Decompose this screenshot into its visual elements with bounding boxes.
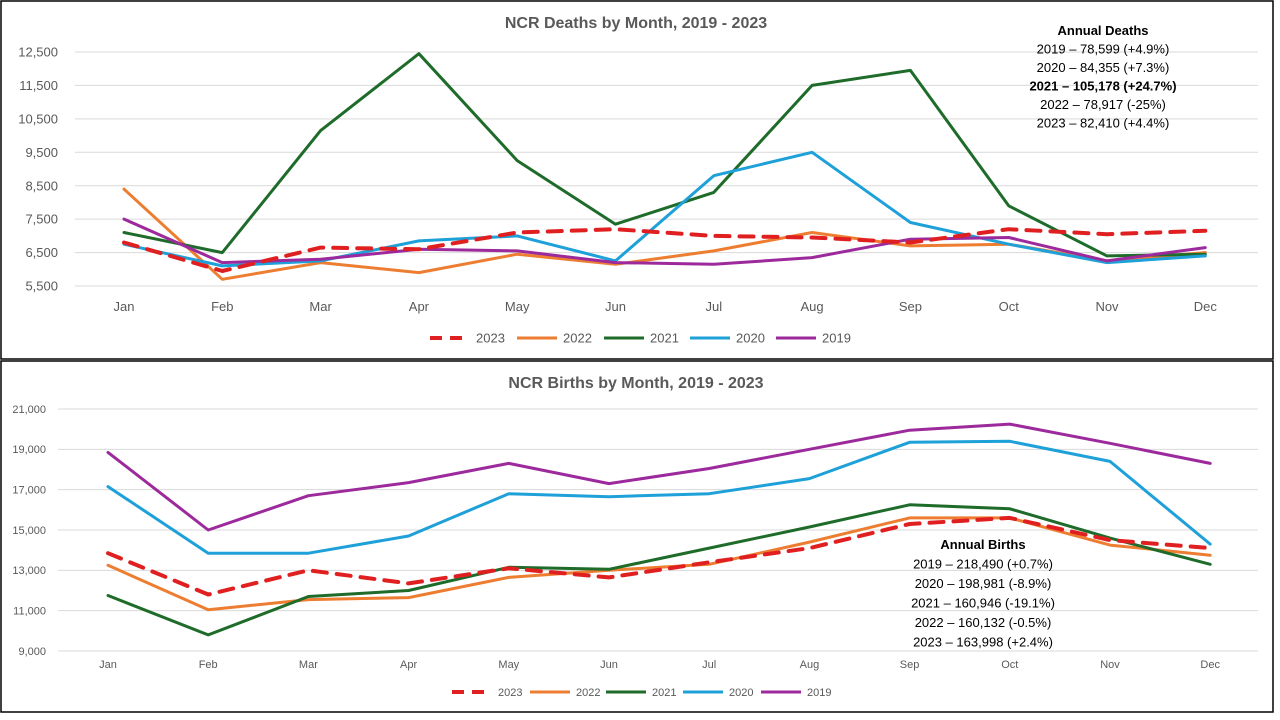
y-tick-label: 15,000	[12, 525, 46, 537]
legend-label-2020: 2020	[736, 331, 765, 346]
series-line-2019	[122, 217, 1207, 266]
x-tick-label: Dec	[1200, 659, 1220, 671]
series-line-2020	[106, 439, 1212, 555]
legend-label-2023: 2023	[498, 687, 522, 699]
x-tick-label: Jun	[600, 659, 618, 671]
y-tick-label: 9,000	[18, 646, 46, 658]
series-line-2020	[122, 150, 1207, 268]
x-tick-label: Mar	[299, 659, 318, 671]
x-tick-label: Sep	[899, 299, 922, 314]
x-tick-label: Oct	[1001, 659, 1018, 671]
y-tick-label: 19,000	[12, 444, 46, 456]
annotation-line: 2021 – 160,946 (-19.1%)	[911, 596, 1055, 611]
series-line-2023	[106, 515, 1213, 597]
x-tick-label: Oct	[999, 299, 1020, 314]
x-tick-label: Jan	[99, 659, 117, 671]
x-tick-label: Feb	[199, 659, 218, 671]
series-line-2021	[122, 52, 1207, 258]
x-tick-label: Feb	[211, 299, 233, 314]
x-tick-label: Aug	[800, 659, 820, 671]
x-tick-label: Jul	[705, 299, 722, 314]
chart-frame	[0, 360, 1274, 713]
y-tick-label: 7,500	[25, 212, 58, 227]
annotation: Annual Births 2019 – 218,490 (+0.7%) 2020 …	[911, 537, 1055, 650]
x-tick-label: Jul	[702, 659, 716, 671]
annotation-line: 2019 – 218,490 (+0.7%)	[913, 557, 1053, 572]
y-tick-label: 11,000	[13, 606, 46, 618]
annotation-line: 2023 – 82,410 (+4.4%)	[1037, 116, 1170, 131]
x-tick-label: Nov	[1100, 659, 1120, 671]
legend-label-2020: 2020	[729, 687, 753, 699]
annotation-line: 2021 – 105,178 (+24.7%)	[1029, 79, 1176, 94]
annotation-title: Annual Births	[940, 537, 1025, 552]
x-tick-label: Aug	[801, 299, 824, 314]
x-tick-label: Jan	[114, 299, 135, 314]
y-tick-label: 17,000	[12, 485, 46, 497]
legend: 2023 2022 2021 2020 2019	[430, 331, 851, 346]
y-tick-label: 5,500	[25, 279, 58, 294]
legend-label-2022: 2022	[563, 331, 592, 346]
annotation-title: Annual Deaths	[1057, 23, 1148, 38]
legend-label-2022: 2022	[576, 687, 600, 699]
annotation-line: 2019 – 78,599 (+4.9%)	[1037, 42, 1170, 57]
x-tick-label: Dec	[1194, 299, 1218, 314]
deaths-chart: NCR Deaths by Month, 2019 - 2023 5,500 6,5…	[0, 0, 1274, 360]
legend: 2023 2022 2021 2020 2019	[452, 687, 831, 699]
annotation-line: 2020 – 84,355 (+7.3%)	[1037, 60, 1170, 75]
y-tick-label: 13,000	[12, 565, 46, 577]
series-line-2019	[106, 422, 1212, 532]
x-tick-label: Sep	[900, 659, 920, 671]
series-line-2023	[122, 227, 1208, 273]
legend-label-2019: 2019	[822, 331, 851, 346]
y-tick-label: 9,500	[25, 145, 58, 160]
y-tick-label: 21,000	[12, 404, 46, 416]
x-tick-label: Apr	[400, 659, 417, 671]
annotation-line: 2020 – 198,981 (-8.9%)	[915, 576, 1052, 591]
chart-title: NCR Births by Month, 2019 - 2023	[508, 375, 763, 392]
x-tick-label: May	[498, 659, 519, 671]
x-tick-label: Jun	[605, 299, 626, 314]
annotation-line: 2022 – 160,132 (-0.5%)	[915, 615, 1052, 630]
y-tick-label: 6,500	[25, 245, 58, 260]
chart-title: NCR Deaths by Month, 2019 - 2023	[505, 15, 767, 32]
annotation: Annual Deaths 2019 – 78,599 (+4.9%) 2020 –…	[1029, 23, 1176, 131]
y-tick-label: 8,500	[25, 178, 58, 193]
births-chart: NCR Births by Month, 2019 - 2023 9,000 11,…	[0, 360, 1274, 713]
x-tick-label: May	[505, 299, 530, 314]
y-tick-label: 11,500	[19, 78, 58, 93]
chart-frame	[0, 0, 1274, 360]
series-line-2021	[106, 503, 1212, 637]
x-tick-label: Mar	[309, 299, 332, 314]
legend-label-2019: 2019	[807, 687, 831, 699]
legend-label-2021: 2021	[650, 331, 679, 346]
x-tick-label: Apr	[409, 299, 430, 314]
legend-label-2021: 2021	[652, 687, 676, 699]
x-tick-label: Nov	[1095, 299, 1119, 314]
annotation-line: 2022 – 78,917 (-25%)	[1040, 97, 1166, 112]
y-tick-label: 12,500	[18, 45, 58, 60]
legend-label-2023: 2023	[476, 331, 505, 346]
annotation-line: 2023 – 163,998 (+2.4%)	[913, 635, 1053, 650]
y-tick-label: 10,500	[18, 111, 58, 126]
